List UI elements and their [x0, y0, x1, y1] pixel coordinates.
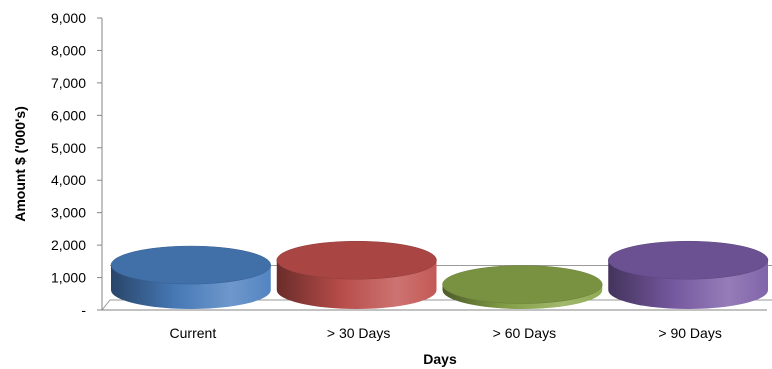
y-tick-label: 4,000 — [51, 172, 86, 188]
bar-top — [110, 245, 271, 285]
x-axis: Current > 30 Days > 60 Days > 90 Days — [102, 309, 767, 341]
y-axis-title: Amount $ ('000's) — [12, 106, 28, 222]
bar-top — [608, 240, 769, 280]
y-tick-label: 9,000 — [51, 10, 86, 26]
y-tick-label: 2,000 — [51, 237, 86, 253]
x-axis-title: Days — [423, 351, 457, 367]
y-tick-label: 8,000 — [51, 42, 86, 58]
x-tick-label: > 30 Days — [327, 325, 390, 341]
bar-0 — [110, 245, 271, 309]
y-tick-label: 5,000 — [51, 140, 86, 156]
y-tick-label: 1,000 — [51, 270, 86, 286]
y-tick-label: - — [81, 302, 86, 318]
y-tick-label: 7,000 — [51, 75, 86, 91]
x-tick-label: Current — [170, 325, 217, 341]
bar-1 — [276, 240, 437, 309]
bar-2 — [442, 265, 603, 309]
bar-top — [442, 265, 603, 304]
y-tick-label: 6,000 — [51, 107, 86, 123]
y-axis: - 1,000 2,000 3,000 4,000 5,000 6,000 7,000 8,00… — [51, 10, 103, 318]
x-tick-label: > 90 Days — [658, 325, 721, 341]
bar-3 — [608, 240, 769, 309]
bar-top — [276, 240, 437, 280]
bars — [110, 240, 769, 309]
y-tick-label: 3,000 — [51, 205, 86, 221]
x-tick-label: > 60 Days — [493, 325, 556, 341]
